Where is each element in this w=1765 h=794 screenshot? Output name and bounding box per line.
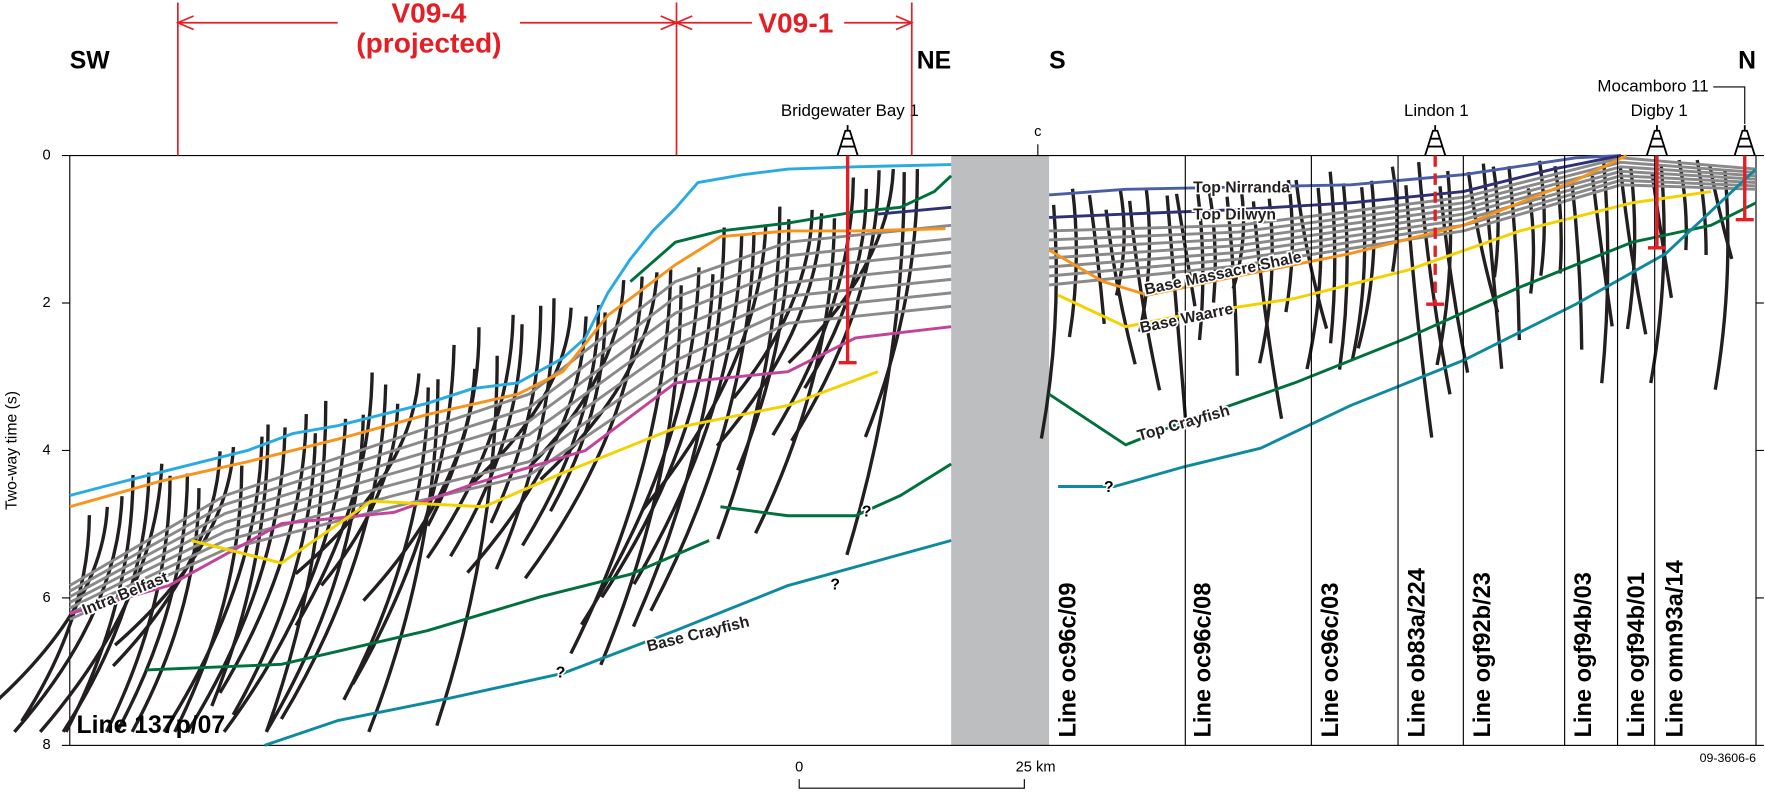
- tick-label: 8: [43, 737, 51, 753]
- tick-label: 4: [43, 442, 51, 458]
- figure-code: 09-3606-6: [1700, 751, 1757, 765]
- horizon: [191, 372, 878, 563]
- well-label: Lindon 1: [1404, 101, 1469, 120]
- line-label: Line ogf94b/01: [1624, 572, 1650, 737]
- uncertain-mark: ?: [830, 577, 840, 594]
- direction: NE: [917, 48, 951, 75]
- fault: [1697, 160, 1706, 255]
- uncertain-mark: ?: [862, 504, 872, 521]
- interval-label: V09-4: [391, 0, 466, 28]
- well-label: Bridgewater Bay 1: [781, 101, 919, 120]
- well-label: Digby 1: [1631, 101, 1688, 120]
- scale-label: 25 km: [1016, 760, 1056, 776]
- line-label: Line omn93a/14: [1662, 559, 1688, 737]
- section-diagram: Line 137p/07 Line oc96c/09 Line oc96c/08 Li…: [0, 0, 1765, 794]
- scale-label: 0: [795, 760, 803, 776]
- fault: [22, 515, 90, 721]
- direction: N: [1738, 48, 1756, 75]
- fault: [1406, 185, 1432, 437]
- well-label: Mocamboro 11: [1597, 76, 1708, 95]
- well-icon: [1735, 125, 1755, 155]
- horizon-label: Base Waarre: [1138, 300, 1235, 336]
- well-icon: [1647, 125, 1667, 155]
- leader: [1713, 87, 1745, 124]
- fault: [1509, 166, 1519, 340]
- line-label: Line 137p/07: [77, 712, 226, 739]
- intra-horizon: [1049, 171, 1756, 258]
- line-label: Line ogf94b/03: [1571, 572, 1597, 737]
- well-icon: [1425, 125, 1445, 155]
- interval-label: (projected): [356, 28, 501, 59]
- horizon-label: Top Dilwyn: [1193, 206, 1276, 223]
- tick-label: 2: [43, 295, 51, 311]
- horizon-label: Top Nirranda: [1193, 179, 1290, 196]
- line-label: Line oc96c/08: [1191, 583, 1217, 738]
- axis-label: Two-way time (s): [4, 391, 21, 510]
- uncertain-mark: ?: [1104, 479, 1114, 496]
- line-label: Line oc96c/09: [1056, 583, 1082, 738]
- horizon: [720, 464, 951, 516]
- direction: SW: [70, 48, 111, 75]
- tick-label: 0: [43, 147, 51, 163]
- well-icon: [837, 125, 857, 155]
- horizon-label: Base Crayfish: [645, 613, 751, 655]
- uncertain-mark: ?: [556, 665, 566, 682]
- data-gap: [951, 156, 1049, 746]
- line-label: Line ob83a/224: [1405, 567, 1431, 737]
- line-label: Line oc96c/03: [1318, 583, 1344, 738]
- line-label: Line ogf92b/23: [1470, 572, 1496, 737]
- interval-label: V09-1: [758, 7, 833, 38]
- page: {"directions": ["SW", "NE", "S", "N"], "…: [0, 0, 1765, 794]
- crossing-label: c: [1034, 124, 1041, 140]
- direction: S: [1049, 48, 1066, 75]
- horizon: [70, 327, 951, 614]
- scale-bar: [799, 779, 1024, 788]
- tick-label: 6: [43, 590, 51, 606]
